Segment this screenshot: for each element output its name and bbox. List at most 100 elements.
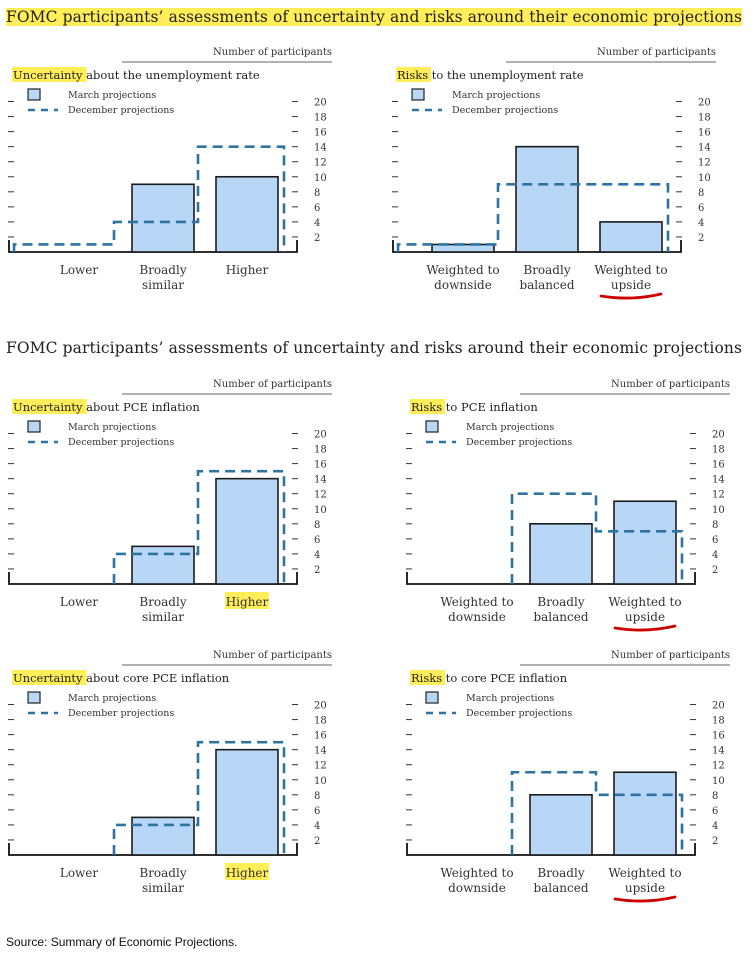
- category-label-line: upside: [625, 881, 665, 895]
- y-tick-label: 16: [314, 128, 327, 139]
- category-label-line: Lower: [60, 866, 99, 880]
- y-tick-label: 12: [698, 158, 711, 169]
- category-label-line: Broadly: [139, 866, 186, 880]
- bar-march-1: [529, 794, 593, 856]
- category-label-2: Weighted to upside: [594, 263, 667, 292]
- december-step-line: [510, 770, 684, 855]
- red-underline-annotation: [599, 292, 663, 300]
- category-label-line: Broadly: [537, 595, 584, 609]
- y-tick-label: 18: [712, 445, 725, 456]
- y-tick-label: 2: [712, 565, 718, 576]
- y-tick-label: 6: [698, 203, 704, 214]
- chart-svg: Number of participants Risks to core PCE …: [406, 650, 730, 903]
- category-label-line: balanced: [533, 881, 588, 895]
- y-tick-label: 18: [698, 113, 711, 124]
- chart-risks-pce: Number of participants Risks to PCE infla…: [400, 374, 746, 642]
- category-label-line: Higher: [226, 866, 269, 880]
- legend-label-march: March projections: [68, 422, 156, 433]
- category-label-line: similar: [142, 881, 184, 895]
- panel-title-keyword: Risks: [411, 400, 442, 414]
- panel-title-rest: about PCE inflation: [83, 400, 201, 414]
- panel-title: Risks to the unemployment rate: [397, 68, 584, 82]
- panel-title-rest: to PCE inflation: [442, 400, 538, 414]
- legend-label-march: March projections: [452, 90, 540, 101]
- y-tick-label: 10: [314, 776, 327, 787]
- category-label-line: balanced: [519, 278, 574, 292]
- panel-title-keyword: Uncertainty: [13, 671, 83, 685]
- chart-svg: Number of participants Risks to PCE infla…: [406, 379, 730, 632]
- bar-march-2: [215, 477, 279, 585]
- y-tick-label: 14: [698, 143, 711, 154]
- y-tick-label: 14: [314, 143, 327, 154]
- legend-label-december: December projections: [466, 708, 572, 719]
- category-label-0: Lower: [60, 595, 99, 609]
- legend-label-december: December projections: [452, 105, 558, 116]
- legend-swatch-bar: [425, 420, 439, 433]
- y-axis-label: Number of participants: [611, 379, 730, 390]
- y-tick-label: 18: [314, 445, 327, 456]
- y-tick-label: 12: [712, 761, 725, 772]
- bar-march-1: [131, 816, 195, 856]
- panel-title: Risks to PCE inflation: [411, 400, 538, 414]
- category-label-1: Broadly balanced: [519, 263, 574, 292]
- category-label-line: downside: [448, 610, 506, 624]
- category-label-1: Broadly balanced: [533, 595, 588, 624]
- chart-risks-core-pce: Number of participants Risks to core PCE …: [400, 645, 746, 913]
- category-label-2: Weighted to upside: [608, 866, 681, 895]
- panel-title-rest: about the unemployment rate: [83, 68, 260, 82]
- chart-risks-unemployment: Number of participants Risks to the unemp…: [386, 42, 732, 310]
- legend-label-march: March projections: [466, 422, 554, 433]
- chart-uncertainty-core-pce: Number of participants Uncertainty about …: [2, 645, 348, 913]
- bar-march-2: [215, 748, 279, 856]
- y-tick-label: 10: [314, 173, 327, 184]
- category-label-line: Weighted to: [594, 263, 667, 277]
- category-label-line: downside: [448, 881, 506, 895]
- category-label-line: similar: [142, 610, 184, 624]
- panel-title: Uncertainty about PCE inflation: [13, 400, 200, 414]
- y-tick-label: 6: [314, 203, 320, 214]
- y-tick-label: 8: [314, 188, 320, 199]
- legend-swatch-bar: [27, 88, 41, 101]
- legend-label-march: March projections: [466, 693, 554, 704]
- december-step-line: [112, 469, 286, 584]
- legend-swatch-bar: [27, 420, 41, 433]
- chart-svg: Number of participants Uncertainty about …: [8, 379, 332, 624]
- legend-label-december: December projections: [466, 437, 572, 448]
- y-tick-label: 12: [314, 158, 327, 169]
- title-highlight: [12, 399, 87, 414]
- y-tick-label: 10: [712, 776, 725, 787]
- bar-march-1: [131, 183, 195, 253]
- y-tick-label: 20: [712, 430, 725, 441]
- category-label-line: Lower: [60, 263, 99, 277]
- y-tick-label: 8: [712, 791, 718, 802]
- page-title-bottom: FOMC participants’ assessments of uncert…: [6, 339, 743, 357]
- y-tick-label: 4: [314, 550, 320, 561]
- y-tick-label: 10: [314, 505, 327, 516]
- bar-march-1: [515, 145, 579, 253]
- category-label-2: Higher: [226, 866, 269, 880]
- bar-march-2: [613, 771, 677, 856]
- y-tick-label: 14: [314, 746, 327, 757]
- category-highlight: [225, 863, 269, 880]
- category-label-line: Higher: [226, 263, 269, 277]
- panel-title: Uncertainty about the unemployment rate: [13, 68, 260, 82]
- category-label-0: Weighted to downside: [426, 263, 499, 292]
- december-step-line: [510, 492, 684, 584]
- category-label-1: Broadly similar: [139, 595, 186, 624]
- legend-swatch-bar: [425, 691, 439, 704]
- y-tick-label: 4: [698, 218, 704, 229]
- y-tick-label: 8: [698, 188, 704, 199]
- chart-uncertainty-unemployment: Number of participants Uncertainty about …: [2, 42, 348, 310]
- y-tick-label: 20: [314, 98, 327, 109]
- category-label-line: Lower: [60, 595, 99, 609]
- category-label-1: Broadly similar: [139, 263, 186, 292]
- category-label-line: Weighted to: [608, 866, 681, 880]
- chart-uncertainty-pce: Number of participants Uncertainty about …: [2, 374, 348, 642]
- y-tick-label: 6: [712, 535, 718, 546]
- chart-svg: Number of participants Uncertainty about …: [8, 650, 332, 895]
- legend-swatch-bar: [411, 88, 425, 101]
- y-tick-label: 16: [698, 128, 711, 139]
- category-label-0: Lower: [60, 866, 99, 880]
- y-tick-label: 2: [698, 233, 704, 244]
- panel-title-rest: about core PCE inflation: [83, 671, 230, 685]
